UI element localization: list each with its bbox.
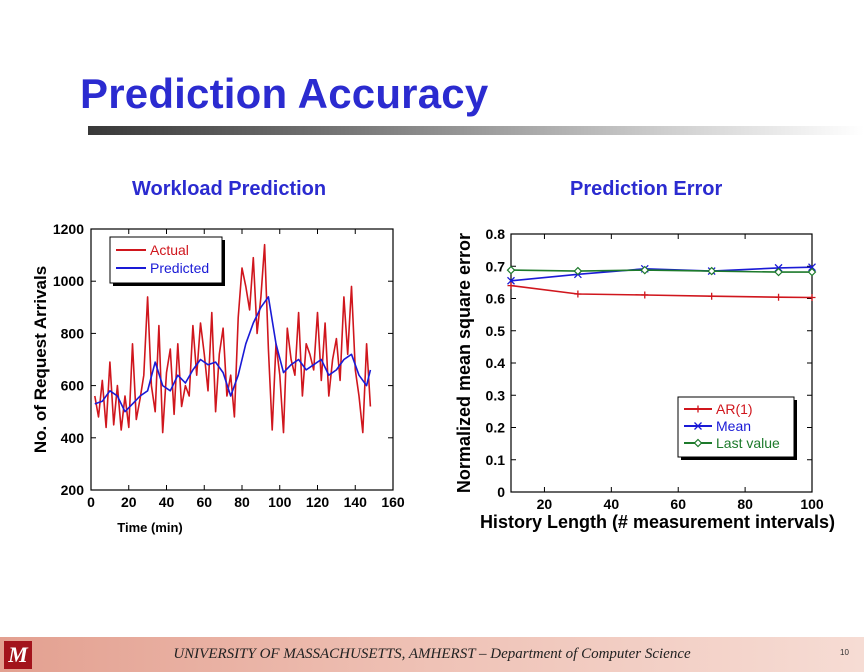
- x-tick-label: 20: [537, 496, 553, 512]
- y-axis-label: Normalized mean square error: [454, 233, 474, 493]
- data-point-last-value: [640, 265, 650, 275]
- legend-marker-last-value: [693, 438, 703, 448]
- data-point-last-value: [707, 266, 717, 276]
- y-tick-label: 0.8: [486, 226, 506, 242]
- footer-bar: [0, 637, 864, 672]
- y-tick-label: 600: [61, 378, 85, 394]
- x-axis-label: Time (min): [117, 520, 183, 535]
- data-point-ar-1: [507, 282, 515, 290]
- data-point-last-value: [807, 267, 817, 277]
- x-tick-label: 160: [381, 494, 405, 510]
- series-line-ar-1: [510, 284, 813, 299]
- y-tick-label: 800: [61, 325, 85, 341]
- y-tick-label: 0.2: [486, 420, 506, 436]
- x-tick-label: 40: [159, 494, 175, 510]
- y-tick-label: 0.1: [486, 452, 506, 468]
- x-tick-label: 140: [344, 494, 368, 510]
- data-point-ar-1: [641, 291, 649, 299]
- y-tick-label: 0.6: [486, 291, 506, 307]
- legend-marker-ar-1: [694, 405, 702, 413]
- x-tick-label: 100: [800, 496, 824, 512]
- page-number: 10: [840, 648, 849, 657]
- x-tick-label: 60: [196, 494, 212, 510]
- x-tick-label: 120: [306, 494, 330, 510]
- y-tick-label: 400: [61, 430, 85, 446]
- y-tick-label: 200: [61, 482, 85, 498]
- x-tick-label: 20: [121, 494, 137, 510]
- umass-logo: M: [4, 641, 32, 669]
- data-point-last-value: [774, 267, 783, 277]
- y-tick-label: 0.5: [486, 323, 506, 339]
- y-tick-label: 0: [497, 484, 505, 500]
- legend-marker-mean: [694, 422, 702, 430]
- y-tick-label: 0.3: [486, 387, 506, 403]
- legend-label-ar-1: AR(1): [716, 401, 753, 417]
- data-point-ar-1: [574, 290, 582, 298]
- workload-chart-title: Workload Prediction: [132, 178, 327, 200]
- x-tick-label: 80: [737, 496, 753, 512]
- x-tick-label: 40: [604, 496, 620, 512]
- error-chart-title: Prediction Error: [570, 178, 723, 200]
- x-tick-label: 0: [87, 494, 95, 510]
- legend-label-actual: Actual: [150, 242, 189, 258]
- data-point-last-value: [573, 266, 583, 276]
- data-point-ar-1: [808, 294, 816, 302]
- legend-label-predicted: Predicted: [150, 260, 209, 276]
- data-point-last-value: [506, 265, 516, 275]
- data-point-ar-1: [708, 292, 716, 300]
- series-line-predicted: [94, 296, 372, 413]
- footer-university-text: UNIVERSITY OF MASSACHUSETTS, AMHERST – D…: [173, 646, 691, 662]
- title-underline-bar: [88, 126, 864, 135]
- x-tick-label: 80: [234, 494, 250, 510]
- data-point-ar-1: [775, 293, 783, 301]
- y-tick-label: 1000: [53, 273, 84, 289]
- x-tick-label: 100: [268, 494, 292, 510]
- y-tick-label: 0.7: [486, 258, 506, 274]
- y-tick-label: 0.4: [486, 355, 506, 371]
- data-point-mean: [507, 276, 515, 285]
- legend-label-mean: Mean: [716, 418, 751, 434]
- y-tick-label: 1200: [53, 221, 84, 237]
- slide-title: Prediction Accuracy: [80, 70, 489, 117]
- legend-label-last-value: Last value: [716, 435, 780, 451]
- x-tick-label: 60: [670, 496, 686, 512]
- x-axis-label: History Length (# measurement intervals): [480, 512, 835, 532]
- series-line-last-value: [510, 269, 812, 273]
- y-axis-label: No. of Request Arrivals: [31, 266, 50, 453]
- legend-box: [109, 236, 223, 284]
- data-point-mean: [808, 263, 816, 272]
